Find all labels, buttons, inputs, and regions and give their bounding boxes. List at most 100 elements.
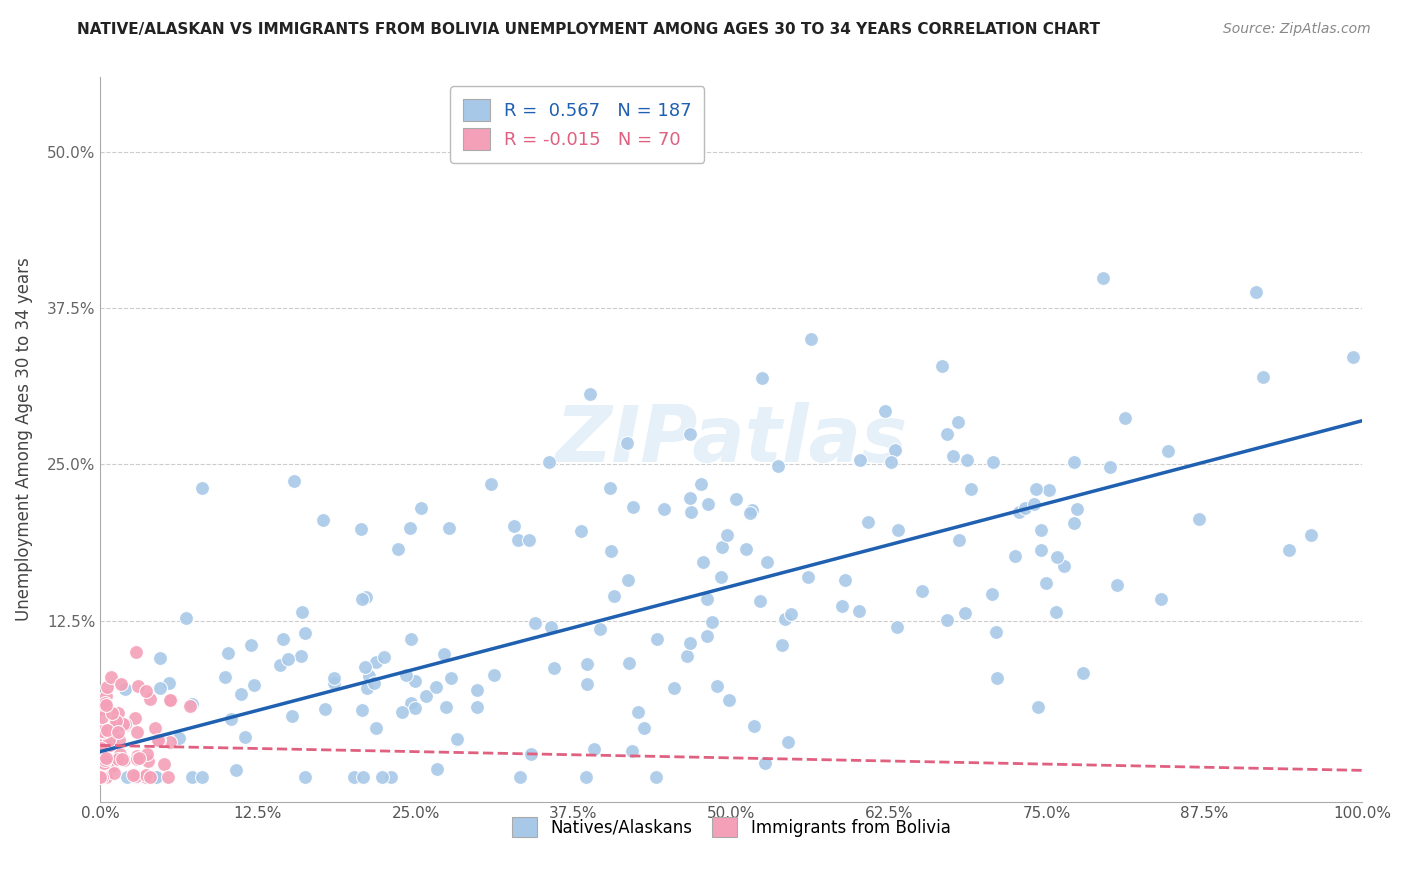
Point <box>138 754 160 768</box>
Point <box>179 699 201 714</box>
Point <box>404 700 426 714</box>
Point <box>517 533 540 547</box>
Point <box>110 747 132 761</box>
Point <box>101 758 124 772</box>
Point <box>942 450 965 464</box>
Point <box>1025 483 1047 497</box>
Point <box>1026 699 1049 714</box>
Point <box>948 533 970 547</box>
Point <box>363 676 385 690</box>
Point <box>90 709 112 723</box>
Point <box>114 682 136 697</box>
Point <box>380 770 402 784</box>
Point <box>415 690 437 704</box>
Point <box>616 435 638 450</box>
Point <box>159 693 181 707</box>
Point <box>1251 370 1274 384</box>
Point <box>90 739 112 753</box>
Point <box>343 770 366 784</box>
Point <box>1053 559 1076 574</box>
Point <box>574 770 596 784</box>
Point <box>94 753 117 767</box>
Text: NATIVE/ALASKAN VS IMMIGRANTS FROM BOLIVIA UNEMPLOYMENT AMONG AGES 30 TO 34 YEARS: NATIVE/ALASKAN VS IMMIGRANTS FROM BOLIVI… <box>77 22 1101 37</box>
Point <box>399 521 422 535</box>
Point <box>1066 501 1088 516</box>
Point <box>679 491 702 505</box>
Point <box>1008 505 1031 519</box>
Point <box>240 638 263 652</box>
Text: Source: ZipAtlas.com: Source: ZipAtlas.com <box>1223 22 1371 37</box>
Point <box>1063 516 1085 531</box>
Point <box>135 767 157 781</box>
Point <box>294 770 316 784</box>
Point <box>1014 501 1036 516</box>
Point <box>621 744 644 758</box>
Point <box>834 574 856 588</box>
Point <box>780 607 803 621</box>
Point <box>1004 549 1026 563</box>
Point <box>679 427 702 442</box>
Point <box>880 455 903 469</box>
Point <box>96 681 118 695</box>
Point <box>740 506 762 520</box>
Point <box>364 721 387 735</box>
Point <box>352 592 374 607</box>
Point <box>114 716 136 731</box>
Point <box>294 625 316 640</box>
Point <box>271 632 294 646</box>
Point <box>652 502 675 516</box>
Point <box>742 719 765 733</box>
Point <box>849 453 872 467</box>
Point <box>159 692 181 706</box>
Point <box>125 770 148 784</box>
Point <box>135 770 157 784</box>
Point <box>856 515 879 529</box>
Point <box>697 497 720 511</box>
Point <box>437 521 460 535</box>
Point <box>93 723 115 738</box>
Point <box>93 696 115 710</box>
Point <box>751 371 773 385</box>
Point <box>136 747 159 761</box>
Point <box>706 680 728 694</box>
Point <box>886 620 908 634</box>
Point <box>627 705 650 719</box>
Point <box>121 768 143 782</box>
Point <box>831 599 853 614</box>
Point <box>980 587 1002 601</box>
Point <box>538 455 561 469</box>
Point <box>711 540 734 554</box>
Point <box>569 524 592 539</box>
Point <box>143 721 166 735</box>
Point <box>229 687 252 701</box>
Point <box>145 770 167 784</box>
Point <box>773 611 796 625</box>
Point <box>103 766 125 780</box>
Point <box>399 632 422 646</box>
Point <box>883 442 905 457</box>
Point <box>235 731 257 745</box>
Y-axis label: Unemployment Among Ages 30 to 34 years: Unemployment Among Ages 30 to 34 years <box>15 258 32 622</box>
Point <box>800 332 823 346</box>
Point <box>1046 549 1069 564</box>
Point <box>159 735 181 749</box>
Point <box>716 527 738 541</box>
Point <box>191 481 214 495</box>
Point <box>323 671 346 685</box>
Point <box>354 660 377 674</box>
Point <box>350 703 373 717</box>
Point <box>576 657 599 672</box>
Point <box>214 670 236 684</box>
Point <box>112 753 135 767</box>
Point <box>91 721 114 735</box>
Point <box>575 677 598 691</box>
Point <box>1299 528 1322 542</box>
Point <box>157 770 180 784</box>
Point <box>90 701 112 715</box>
Point <box>399 696 422 710</box>
Point <box>911 584 934 599</box>
Point <box>465 682 488 697</box>
Point <box>108 733 131 747</box>
Point <box>986 624 1008 639</box>
Point <box>138 692 160 706</box>
